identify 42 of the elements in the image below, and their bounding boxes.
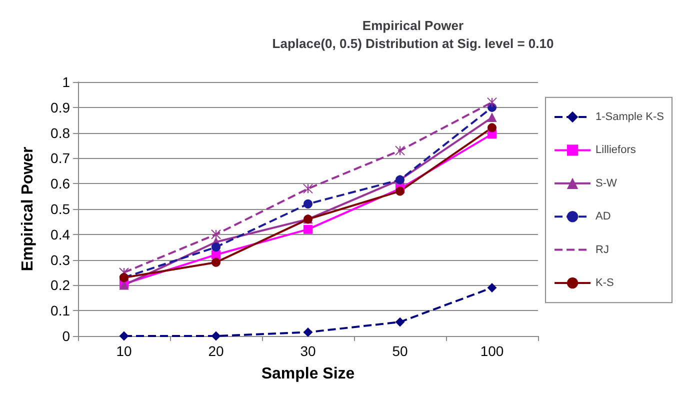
y-tick-label: 0.6 (50, 176, 70, 192)
point (304, 199, 312, 208)
point (304, 328, 312, 337)
point (395, 146, 405, 156)
point (304, 224, 312, 234)
legend-label: K-S (596, 277, 614, 289)
point (211, 229, 221, 240)
point (212, 332, 220, 340)
point (120, 332, 128, 340)
x-tick-label: 10 (116, 343, 132, 359)
y-tick-label: 1 (62, 74, 70, 90)
x-tick-label: 100 (480, 343, 504, 359)
x-axis-title: Sample Size (261, 366, 355, 382)
y-tick-label: 0.3 (50, 252, 70, 268)
y-tick-label: 0.5 (50, 201, 70, 217)
point (303, 184, 313, 194)
legend-label: S-W (596, 177, 618, 190)
y-tick-label: 0.4 (50, 226, 70, 242)
y-tick-label: 0 (62, 328, 70, 344)
x-tick-label: 50 (392, 343, 408, 359)
y-tick-label: 0.1 (50, 302, 70, 319)
point (212, 258, 220, 267)
y-axis-title: Empirical Power (20, 146, 36, 272)
y-tick-label: 0.2 (50, 277, 70, 294)
point (212, 242, 220, 252)
chart-title: Empirical Power (362, 18, 464, 33)
y-tick-label: 0.8 (50, 124, 70, 141)
x-tick-label: 20 (208, 343, 224, 359)
legend-label: 1-Sample K-S (596, 111, 664, 123)
chart-subtitle: Laplace(0, 0.5) Distribution at Sig. level = 0.10 (272, 36, 554, 51)
point (487, 97, 497, 108)
point (488, 123, 496, 132)
legend-label: AD (596, 210, 611, 223)
legend-label: RJ (596, 244, 609, 256)
point (396, 318, 404, 327)
point (488, 283, 496, 292)
point (396, 186, 404, 196)
point (488, 113, 496, 122)
x-tick-label: 30 (300, 343, 316, 359)
y-tick-label: 0.7 (50, 150, 70, 166)
legend-label: Lilliefors (596, 144, 636, 156)
y-tick-label: 0.9 (50, 99, 70, 116)
